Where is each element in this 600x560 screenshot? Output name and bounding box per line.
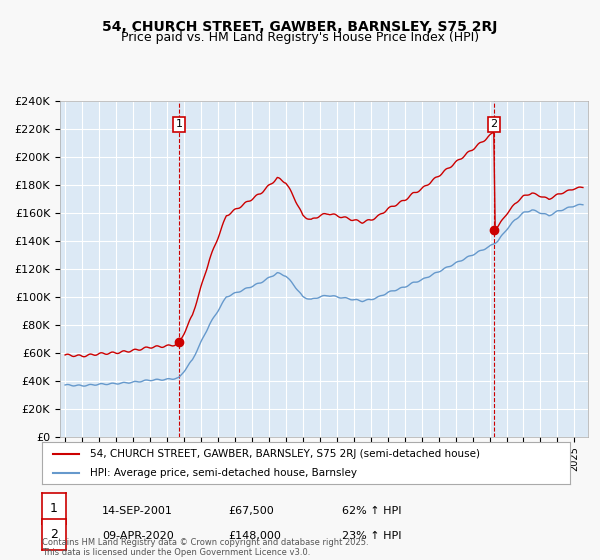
Text: 54, CHURCH STREET, GAWBER, BARNSLEY, S75 2RJ: 54, CHURCH STREET, GAWBER, BARNSLEY, S75… [103,20,497,34]
Text: £148,000: £148,000 [228,531,281,542]
Text: Price paid vs. HM Land Registry's House Price Index (HPI): Price paid vs. HM Land Registry's House … [121,31,479,44]
Text: 62% ↑ HPI: 62% ↑ HPI [342,506,401,516]
Text: 09-APR-2020: 09-APR-2020 [102,531,174,542]
Text: 2: 2 [50,528,58,541]
Text: £67,500: £67,500 [228,506,274,516]
Text: 1: 1 [176,119,182,129]
Text: HPI: Average price, semi-detached house, Barnsley: HPI: Average price, semi-detached house,… [89,468,356,478]
Text: Contains HM Land Registry data © Crown copyright and database right 2025.
This d: Contains HM Land Registry data © Crown c… [42,538,368,557]
Text: 14-SEP-2001: 14-SEP-2001 [102,506,173,516]
Text: 1: 1 [50,502,58,515]
Text: 23% ↑ HPI: 23% ↑ HPI [342,531,401,542]
Text: 2: 2 [491,119,497,129]
Text: 54, CHURCH STREET, GAWBER, BARNSLEY, S75 2RJ (semi-detached house): 54, CHURCH STREET, GAWBER, BARNSLEY, S75… [89,449,479,459]
